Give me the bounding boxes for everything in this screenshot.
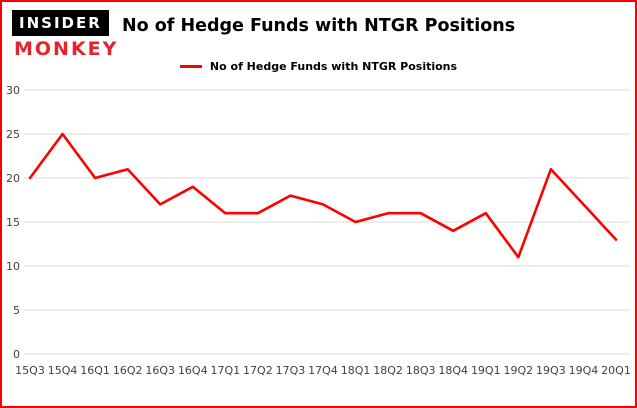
x-tick-label: 19Q2	[504, 364, 534, 377]
y-tick-label: 20	[6, 172, 20, 185]
insider-monkey-logo: INSIDER MONKEY	[12, 10, 116, 60]
x-tick-label: 19Q1	[471, 364, 501, 377]
x-tick-label: 17Q1	[211, 364, 241, 377]
logo-monkey-text: MONKEY	[14, 38, 119, 60]
y-tick-label: 5	[13, 304, 20, 317]
y-tick-label: 25	[6, 128, 20, 141]
x-tick-label: 16Q3	[145, 364, 175, 377]
x-tick-label: 18Q4	[438, 364, 468, 377]
chart-title: No of Hedge Funds with NTGR Positions	[122, 16, 516, 36]
x-tick-label: 18Q1	[341, 364, 371, 377]
x-tick-label: 15Q4	[48, 364, 78, 377]
y-tick-label: 30	[6, 84, 20, 97]
x-tick-label: 17Q3	[276, 364, 306, 377]
x-tick-label: 17Q4	[308, 364, 338, 377]
legend-line-swatch	[179, 65, 202, 68]
x-tick-label: 19Q4	[569, 364, 599, 377]
x-tick-label: 19Q3	[536, 364, 566, 377]
header: INSIDER MONKEY	[12, 10, 116, 60]
x-tick-label: 16Q4	[178, 364, 208, 377]
y-tick-label: 15	[6, 216, 20, 229]
logo-insider-text: INSIDER	[12, 10, 109, 36]
x-tick-label: 16Q1	[80, 364, 110, 377]
legend: No of Hedge Funds with NTGR Positions	[2, 60, 635, 73]
y-tick-label: 10	[6, 260, 20, 273]
x-tick-label: 18Q3	[406, 364, 436, 377]
x-tick-label: 20Q1	[601, 364, 631, 377]
x-tick-label: 17Q2	[243, 364, 273, 377]
x-tick-label: 16Q2	[113, 364, 143, 377]
y-tick-label: 0	[13, 348, 20, 361]
legend-label: No of Hedge Funds with NTGR Positions	[209, 60, 458, 73]
series-line-ntgr	[28, 132, 618, 259]
x-tick-label: 18Q2	[373, 364, 403, 377]
logo-monkey-row: MONKEY	[12, 36, 116, 60]
line-chart: 0 5 10 15 20 25 30 15Q3 15Q4 16Q1 16Q2 16Q3 16Q4 17Q1…	[6, 84, 631, 377]
x-tick-label: 15Q3	[15, 364, 45, 377]
